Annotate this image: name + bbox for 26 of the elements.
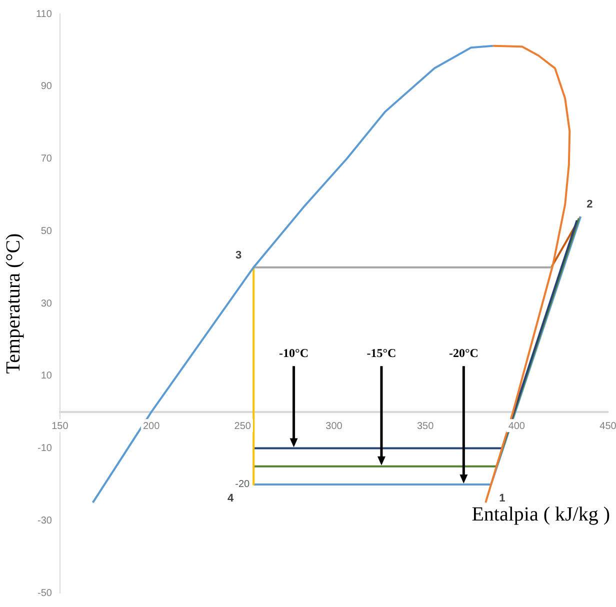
annotation: -20°C	[448, 346, 478, 360]
y-axis-title: Temperatura (°C)	[2, 233, 24, 374]
y-tick-label: -10	[37, 443, 52, 454]
annotation: -10°C	[279, 346, 309, 360]
y-tick-label: 70	[40, 154, 52, 164]
x-tick-label: 150	[52, 420, 69, 432]
annotation: -15°C	[366, 346, 396, 360]
y-tick-label: 90	[40, 81, 52, 92]
x-tick-label: 400	[508, 420, 526, 432]
x-tick-label: 250	[234, 420, 252, 432]
x-tick-label: 350	[416, 420, 434, 432]
x-tick-label: 200	[142, 420, 160, 432]
annotation: 4	[227, 492, 234, 504]
x-tick-label: 450	[600, 420, 616, 432]
x-tick-label: 300	[326, 420, 343, 432]
annotation: 1	[499, 492, 506, 504]
y-tick-label: 50	[40, 226, 52, 237]
y-tick-label: -50	[37, 588, 52, 599]
annotation: -20	[235, 479, 250, 490]
annotation: 3	[235, 249, 242, 262]
annotation: 2	[586, 198, 593, 211]
x-axis-title: Entalpia ( kJ/kg )	[472, 503, 610, 526]
y-tick-label: 110	[36, 8, 52, 20]
y-tick-label: 10	[40, 370, 52, 382]
y-tick-label: 30	[40, 298, 52, 310]
y-tick-label: -30	[37, 515, 52, 526]
